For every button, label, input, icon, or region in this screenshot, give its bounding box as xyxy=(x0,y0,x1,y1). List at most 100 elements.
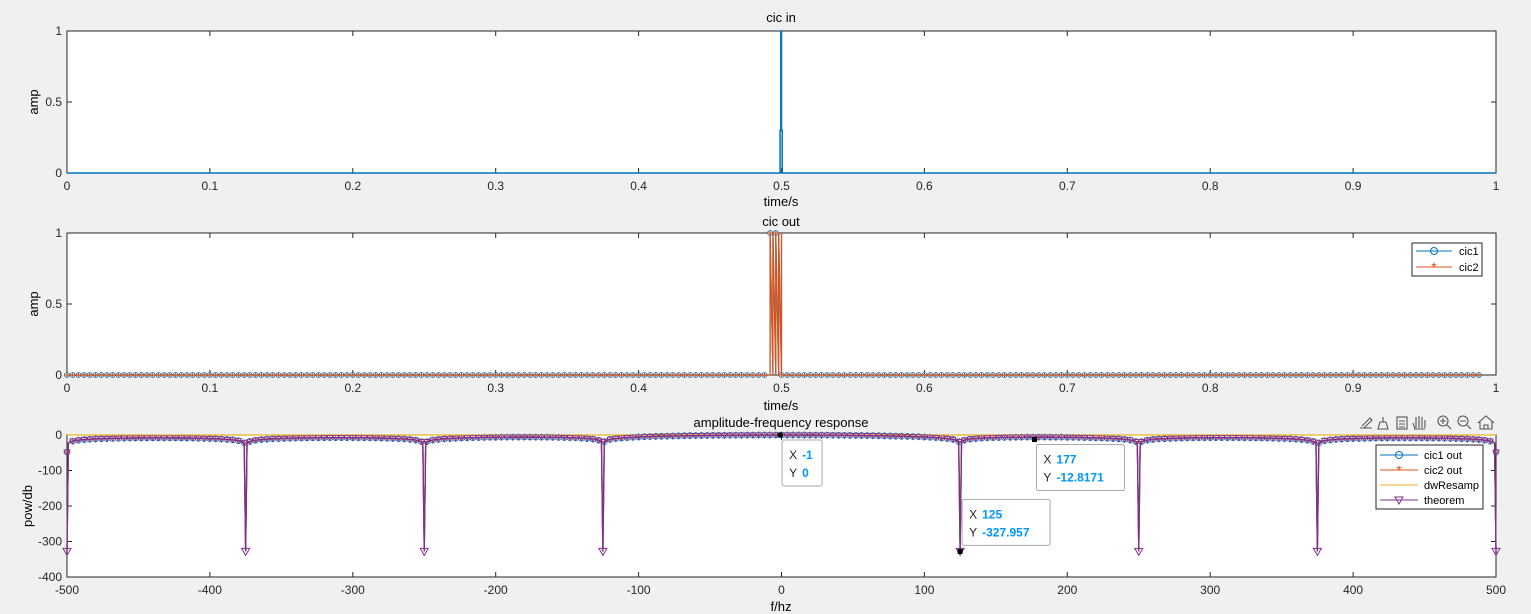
x-tick-label: -200 xyxy=(484,583,508,597)
data-point xyxy=(520,434,528,441)
home-icon[interactable] xyxy=(1477,415,1495,430)
data-point xyxy=(1063,434,1072,441)
datatip[interactable]: X 125 Y -327.957 xyxy=(957,498,1051,554)
data-point xyxy=(664,372,670,378)
data-point xyxy=(653,372,659,378)
data-point xyxy=(743,432,751,439)
pan-hand-icon[interactable] xyxy=(1412,416,1426,430)
data-point xyxy=(1109,436,1117,443)
legend-marker-cic2-out: * xyxy=(1396,462,1402,478)
data-point xyxy=(1413,372,1419,378)
data-point xyxy=(554,434,563,442)
data-point xyxy=(516,372,522,378)
data-point xyxy=(1200,435,1209,442)
datatip[interactable]: X 177 Y -12.8171 xyxy=(1031,437,1125,492)
zoom-out-icon[interactable] xyxy=(1457,415,1472,430)
data-point xyxy=(636,372,642,378)
data-point xyxy=(269,436,277,443)
data-point xyxy=(401,372,407,378)
data-point xyxy=(480,434,488,442)
data-point xyxy=(846,432,854,440)
x-tick-label: 0.1 xyxy=(202,381,219,395)
data-point xyxy=(1000,434,1009,442)
data-point xyxy=(264,372,270,378)
data-point xyxy=(1213,372,1219,378)
axes-cic-in[interactable]: cic in 0 0.1 0.2 0.3 0.4 0.5 0.6 0.7 0.8 0.9 1 0 0.… xyxy=(26,10,1500,209)
data-point xyxy=(881,372,887,378)
legend[interactable]: cic1 out * cic2 out dwResamp theorem xyxy=(1375,444,1484,510)
data-point xyxy=(584,372,590,378)
data-point xyxy=(1480,437,1489,444)
data-point xyxy=(337,435,346,442)
data-point xyxy=(377,435,386,442)
data-point xyxy=(789,432,797,439)
data-point xyxy=(1259,372,1265,378)
data-point xyxy=(384,372,390,378)
data-point xyxy=(1207,372,1213,378)
data-point xyxy=(430,372,436,378)
data-point xyxy=(1235,435,1243,442)
data-point xyxy=(64,372,70,378)
data-point xyxy=(367,372,373,378)
data-point xyxy=(127,372,133,378)
data-point xyxy=(1430,372,1436,378)
x-tick-label: 0.6 xyxy=(916,179,933,193)
data-point xyxy=(1190,372,1196,378)
legend-icon[interactable] xyxy=(1396,416,1408,430)
data-point xyxy=(97,436,106,443)
data-point xyxy=(1309,438,1317,446)
null-marker xyxy=(419,547,430,557)
datatip-x-value: 177 xyxy=(1056,453,1076,467)
series-line-cic2 xyxy=(67,232,1482,376)
data-point xyxy=(314,435,323,442)
legend[interactable]: cic1 * cic2 xyxy=(1411,242,1483,277)
data-point xyxy=(932,435,940,442)
data-point xyxy=(137,435,146,442)
data-point xyxy=(1040,434,1049,441)
data-point xyxy=(1173,372,1179,378)
data-point xyxy=(1304,372,1310,378)
data-point xyxy=(790,372,796,378)
data-point xyxy=(989,435,997,442)
data-point xyxy=(600,439,609,446)
data-point xyxy=(657,433,666,441)
datatip[interactable]: X -1 Y 0 xyxy=(777,432,823,487)
data-point xyxy=(1144,372,1150,378)
data-point xyxy=(133,372,139,378)
data-point xyxy=(1492,449,1500,456)
data-point xyxy=(738,372,744,378)
legend-label-theorem: theorem xyxy=(1424,495,1464,507)
legend-label-cic2-out: cic2 out xyxy=(1424,465,1462,477)
data-point xyxy=(1344,372,1350,378)
plot-area[interactable] xyxy=(66,434,1497,578)
export-icon[interactable] xyxy=(1360,417,1373,429)
legend-box xyxy=(1375,444,1484,510)
data-point xyxy=(514,434,523,441)
data-point xyxy=(303,435,311,442)
zoom-in-icon[interactable] xyxy=(1437,415,1452,430)
data-point xyxy=(744,372,750,378)
datatip-y-label: Y xyxy=(789,466,797,480)
series-line xyxy=(67,30,1496,174)
data-point xyxy=(863,433,871,440)
data-point xyxy=(1052,434,1060,441)
data-point xyxy=(920,434,929,441)
axes-cic-out[interactable]: cic out 0 0.1 0.2 0.3 0.4 0.5 0.6 0.7 0.8 0.9 1 00… xyxy=(26,214,1500,413)
data-point xyxy=(131,435,140,442)
series-layer xyxy=(64,230,1482,378)
data-point xyxy=(1246,435,1254,442)
data-point xyxy=(1143,437,1152,444)
x-tick-label: 0 xyxy=(778,583,785,597)
brush-icon[interactable] xyxy=(1377,417,1389,430)
x-tick-label: 0.8 xyxy=(1202,381,1219,395)
data-point xyxy=(1086,435,1094,442)
data-point xyxy=(1417,435,1426,442)
data-point xyxy=(241,372,247,378)
data-point xyxy=(829,432,837,439)
axes-amp-freq[interactable]: amplitude-frequency response -500 -400 -30… xyxy=(20,415,1506,614)
data-point xyxy=(840,432,849,440)
data-point xyxy=(1470,372,1476,378)
data-point xyxy=(1172,435,1180,442)
data-point xyxy=(1195,435,1203,442)
